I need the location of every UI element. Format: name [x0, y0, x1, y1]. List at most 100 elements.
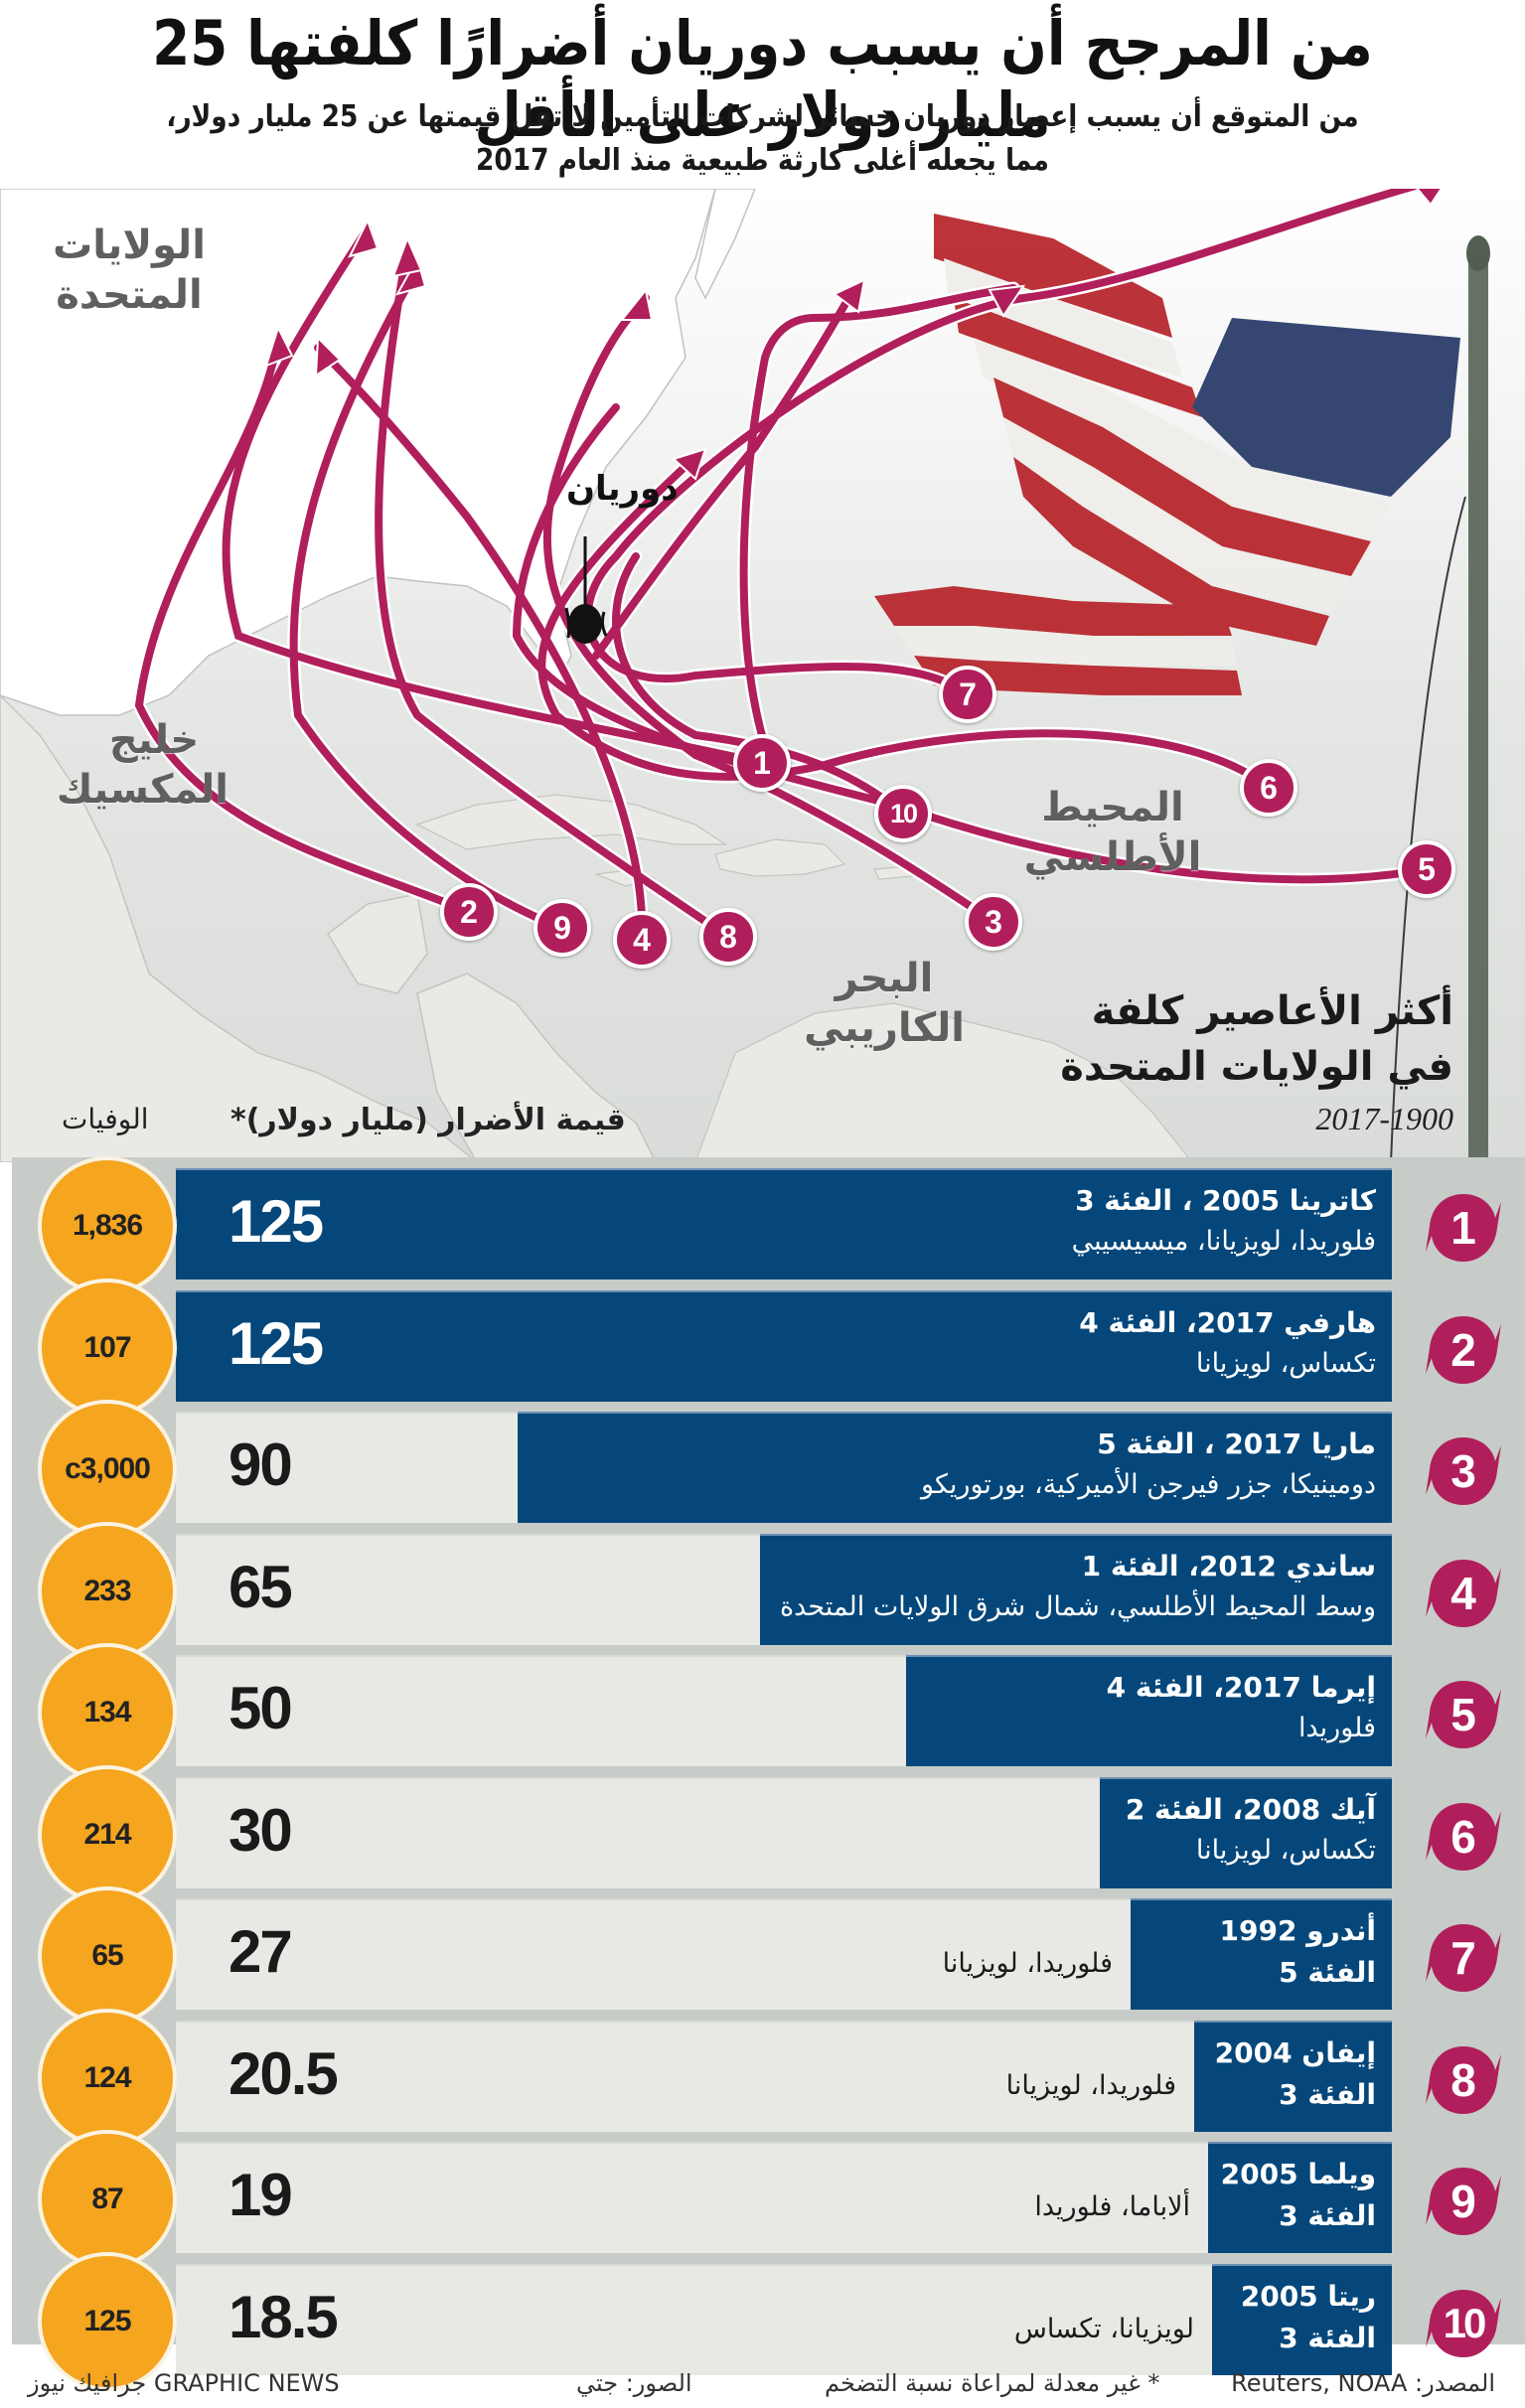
label-united-states: الولايات المتحدة: [53, 223, 206, 318]
damage-value: 30: [229, 1797, 293, 1864]
dorian-marker: [564, 536, 608, 644]
rank-badge: 3: [1424, 1431, 1503, 1511]
hurricane-name-line-1: ماريا 2017 ، الفئة 5: [1097, 1428, 1376, 1460]
table-row: 50 إيرما 2017، الفئة 4 فلوريدا 5: [0, 1649, 1525, 1770]
damage-value: 19: [229, 2162, 293, 2228]
mexico-land: [0, 693, 657, 1162]
hurricane-name: هارفي 2017، الفئة 4: [1079, 1302, 1376, 1344]
damage-bar: [1100, 1777, 1392, 1888]
track-number-badge: 9: [534, 899, 591, 957]
rank-badge: 1: [1424, 1188, 1503, 1268]
rank-badge: 9: [1424, 2162, 1503, 2241]
rank-number: 1: [1450, 1202, 1476, 1254]
source-note: المصدر: Reuters, NOAA: [1231, 2369, 1495, 2397]
page-title: من المرجح أن يسبب دوريان أضرارًا كلفتها …: [152, 7, 1373, 151]
track-number-badge: 1: [733, 734, 791, 792]
rank-number: 4: [1450, 1568, 1476, 1619]
torn-us-flag: [874, 214, 1490, 1162]
affected-states: ألاباما، فلوريدا: [1034, 2191, 1190, 2222]
hurricane-tracks-map: الولايات المتحدة خليج المكسيك المحيط الأ…: [0, 189, 1525, 1162]
hurricane-name-line-1: ساندي 2012، الفئة 1: [1081, 1550, 1376, 1582]
bar-track: [176, 2264, 1392, 2375]
deaths-circle: 134: [38, 1643, 177, 1782]
hurricane-category: الفئة 3: [1279, 2322, 1376, 2354]
deaths-circle: 107: [38, 1279, 177, 1418]
hurricane-swirl-icon: [1426, 1316, 1501, 1384]
rank-badge: 4: [1424, 1554, 1503, 1633]
hurricane-name-line-1: كاترينا 2005 ، الفئة 3: [1075, 1184, 1376, 1217]
affected-states: تكساس، لويزيانا: [1195, 1348, 1376, 1379]
damage-bar: [1131, 1898, 1392, 2010]
affected-states: فلوريدا، لويزيانا: [942, 1948, 1113, 1979]
hurricane-name-line-1: أندرو 1992: [1219, 1914, 1377, 1947]
rank-number: 6: [1450, 1811, 1476, 1863]
damage-value: 125: [229, 1188, 324, 1255]
track-number-badge: 7: [939, 666, 996, 723]
damage-bar: [760, 1534, 1392, 1645]
graphic-news-credit: GRAPHIC NEWS جرافيك نيوز: [28, 2369, 340, 2397]
hurricane-swirl-icon: [1426, 1560, 1501, 1627]
bar-track: [176, 2021, 1392, 2132]
deaths-circle: c3,000: [38, 1400, 177, 1539]
hurricane-name-line-1: إيفان 2004: [1214, 2036, 1376, 2069]
hurricane-swirl-icon: [1426, 1803, 1501, 1871]
label-atlantic-ocean: المحيط الأطلسي: [1023, 785, 1202, 880]
deaths-circle: 214: [38, 1765, 177, 1904]
hurricane-name-line-1: آيك 2008، الفئة 2: [1125, 1793, 1376, 1826]
rank-badge: 7: [1424, 1918, 1503, 1998]
rank-number: 9: [1450, 2176, 1476, 2227]
hurricane-name: ساندي 2012، الفئة 1: [1082, 1546, 1376, 1587]
rank-number: 7: [1450, 1932, 1476, 1984]
damage-bar: [1212, 2264, 1392, 2375]
inflation-note: * غير معدلة لمراعاة نسبة التضخم: [825, 2369, 1160, 2397]
bar-track: [176, 2142, 1392, 2253]
legend-years: 2017-1900: [1315, 1101, 1453, 1136]
track-number-badge: 10: [874, 785, 932, 842]
hurricane-name: ماريا 2017 ، الفئة 5: [1097, 1424, 1376, 1465]
subtitle-line-2: مما يجعله أغلى كارثة طبيعية منذ العام 20…: [476, 143, 1049, 178]
deaths-circle: 125: [38, 2252, 177, 2391]
damage-value: 27: [229, 1918, 293, 1985]
damage-value: 125: [229, 1310, 324, 1377]
rank-number: 8: [1450, 2054, 1476, 2106]
deaths-circle: 233: [38, 1522, 177, 1661]
damage-value: 50: [229, 1675, 293, 1741]
hurricane-category: الفئة 3: [1279, 2078, 1376, 2111]
damage-bar: [1194, 2021, 1392, 2132]
hurricane-name-line-1: إيرما 2017، الفئة 4: [1106, 1671, 1376, 1704]
label-gulf-of-mexico: خليج المكسيك: [56, 717, 229, 813]
hurricane-swirl-icon: [1426, 2168, 1501, 2235]
subtitle-line-1: من المتوقع أن يسبب إعصار دوريان خسائر لش…: [166, 99, 1359, 134]
affected-states: فلوريدا: [1297, 1713, 1376, 1743]
hurricane-name: إيفان 2004 الفئة 3: [1215, 2032, 1376, 2116]
column-header-damage: قيمة الأضرار (مليار دولار)*: [230, 1103, 626, 1137]
rank-number: 3: [1450, 1445, 1476, 1497]
table-row: 18.5 ريتا 2005 الفئة 3 لويزيانا، تكساس 10: [0, 2258, 1525, 2379]
affected-states: تكساس، لويزيانا: [1195, 1835, 1376, 1866]
legend-title-line-1: أكثر الأعاصير كلفة: [1091, 988, 1453, 1034]
rank-badge: 10: [1424, 2284, 1503, 2363]
hurricane-swirl-icon: [1426, 1194, 1501, 1262]
hurricane-name: إيرما 2017، الفئة 4: [1107, 1667, 1376, 1709]
damage-value: 20.5: [229, 2040, 339, 2107]
label-caribbean-sea: البحر الكاريبي: [804, 956, 965, 1051]
legend-title-line-2: في الولايات المتحدة: [1060, 1044, 1453, 1090]
hurricane-tracks: [132, 189, 1443, 947]
affected-states: فلوريدا، لويزيانا، ميسيسيبي: [1071, 1226, 1376, 1257]
rank-number: 2: [1450, 1324, 1476, 1376]
hurricane-name: ويلما 2005 الفئة 3: [1221, 2154, 1376, 2237]
hurricane-name: كاترينا 2005 ، الفئة 3: [1075, 1180, 1376, 1222]
table-row: 90 ماريا 2017 ، الفئة 5 دومينيكا، جزر فيرج…: [0, 1406, 1525, 1527]
hurricane-category: الفئة 3: [1279, 2199, 1376, 2232]
hurricane-swirl-icon: [1426, 2046, 1501, 2114]
affected-states: دومينيكا، جزر فيرجن الأميركية، بورتوريكو: [921, 1469, 1376, 1500]
map-graphics: [0, 189, 1490, 1162]
track-number-badge: 2: [440, 883, 498, 941]
hurricane-name-line-1: ويلما 2005: [1220, 2158, 1376, 2190]
hurricane-name: ريتا 2005 الفئة 3: [1241, 2276, 1376, 2359]
rank-badge: 8: [1424, 2040, 1503, 2120]
table-row: 30 آيك 2008، الفئة 2 تكساس، لويزيانا 6: [0, 1771, 1525, 1892]
deaths-circle: 65: [38, 1886, 177, 2026]
hurricane-name: آيك 2008، الفئة 2: [1126, 1789, 1376, 1831]
track-number-badge: 4: [613, 911, 671, 969]
